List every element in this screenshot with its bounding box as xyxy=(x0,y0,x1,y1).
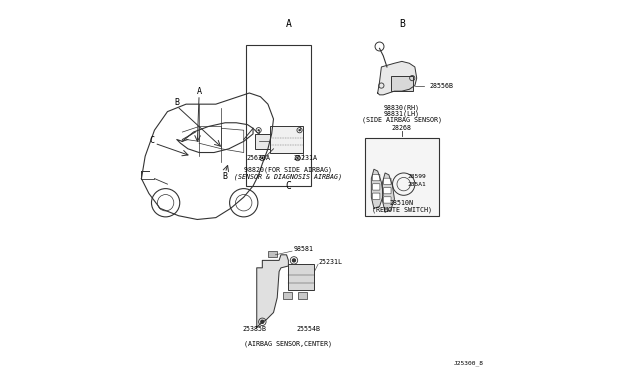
Text: (REMOTE SWITCH): (REMOTE SWITCH) xyxy=(372,206,432,213)
FancyBboxPatch shape xyxy=(383,178,391,185)
FancyBboxPatch shape xyxy=(383,197,391,203)
Text: 25231L: 25231L xyxy=(319,259,343,265)
Text: 98830(RH): 98830(RH) xyxy=(384,105,420,111)
Text: C: C xyxy=(149,136,154,145)
Text: 28268: 28268 xyxy=(392,125,412,131)
Text: (AIRBAG SENSOR,CENTER): (AIRBAG SENSOR,CENTER) xyxy=(244,341,332,347)
Circle shape xyxy=(261,157,264,159)
FancyBboxPatch shape xyxy=(268,251,277,257)
Text: 28510N: 28510N xyxy=(390,200,414,206)
FancyBboxPatch shape xyxy=(283,292,292,299)
Text: 25554B: 25554B xyxy=(297,326,321,332)
Text: 98581: 98581 xyxy=(294,246,314,252)
Text: J25300_8: J25300_8 xyxy=(454,360,484,366)
Circle shape xyxy=(261,320,264,323)
Polygon shape xyxy=(383,173,394,212)
Text: 285A1: 285A1 xyxy=(408,182,426,187)
Text: 25231A: 25231A xyxy=(294,155,318,161)
FancyBboxPatch shape xyxy=(289,264,314,290)
FancyBboxPatch shape xyxy=(383,187,391,194)
Text: (SIDE AIRBAG SENSOR): (SIDE AIRBAG SENSOR) xyxy=(362,116,442,123)
Polygon shape xyxy=(378,61,417,95)
Circle shape xyxy=(257,129,260,131)
FancyBboxPatch shape xyxy=(246,45,310,186)
Text: 25385B: 25385B xyxy=(243,326,267,332)
Text: C: C xyxy=(285,181,291,191)
Text: A: A xyxy=(285,19,291,29)
Circle shape xyxy=(298,129,301,131)
Text: A: A xyxy=(196,87,202,96)
Text: (SENSOR & DIAGNOSIS AIRBAG): (SENSOR & DIAGNOSIS AIRBAG) xyxy=(234,173,342,180)
FancyBboxPatch shape xyxy=(372,184,380,190)
FancyBboxPatch shape xyxy=(390,76,413,91)
Text: 25630A: 25630A xyxy=(246,155,271,161)
Text: 98831(LH): 98831(LH) xyxy=(384,110,420,117)
FancyBboxPatch shape xyxy=(365,138,439,216)
FancyBboxPatch shape xyxy=(372,193,380,199)
Circle shape xyxy=(292,259,296,262)
Polygon shape xyxy=(257,255,289,327)
Text: 28599: 28599 xyxy=(408,174,426,179)
Text: B: B xyxy=(174,98,179,107)
FancyBboxPatch shape xyxy=(255,134,270,149)
Circle shape xyxy=(296,157,299,159)
FancyBboxPatch shape xyxy=(270,126,303,153)
Text: B: B xyxy=(223,172,228,181)
Text: 98820(FOR SIDE AIRBAG): 98820(FOR SIDE AIRBAG) xyxy=(244,166,332,173)
Polygon shape xyxy=(371,169,383,208)
Text: 28556B: 28556B xyxy=(429,83,454,89)
Text: B: B xyxy=(399,19,404,29)
FancyBboxPatch shape xyxy=(298,292,307,299)
FancyBboxPatch shape xyxy=(372,174,380,181)
